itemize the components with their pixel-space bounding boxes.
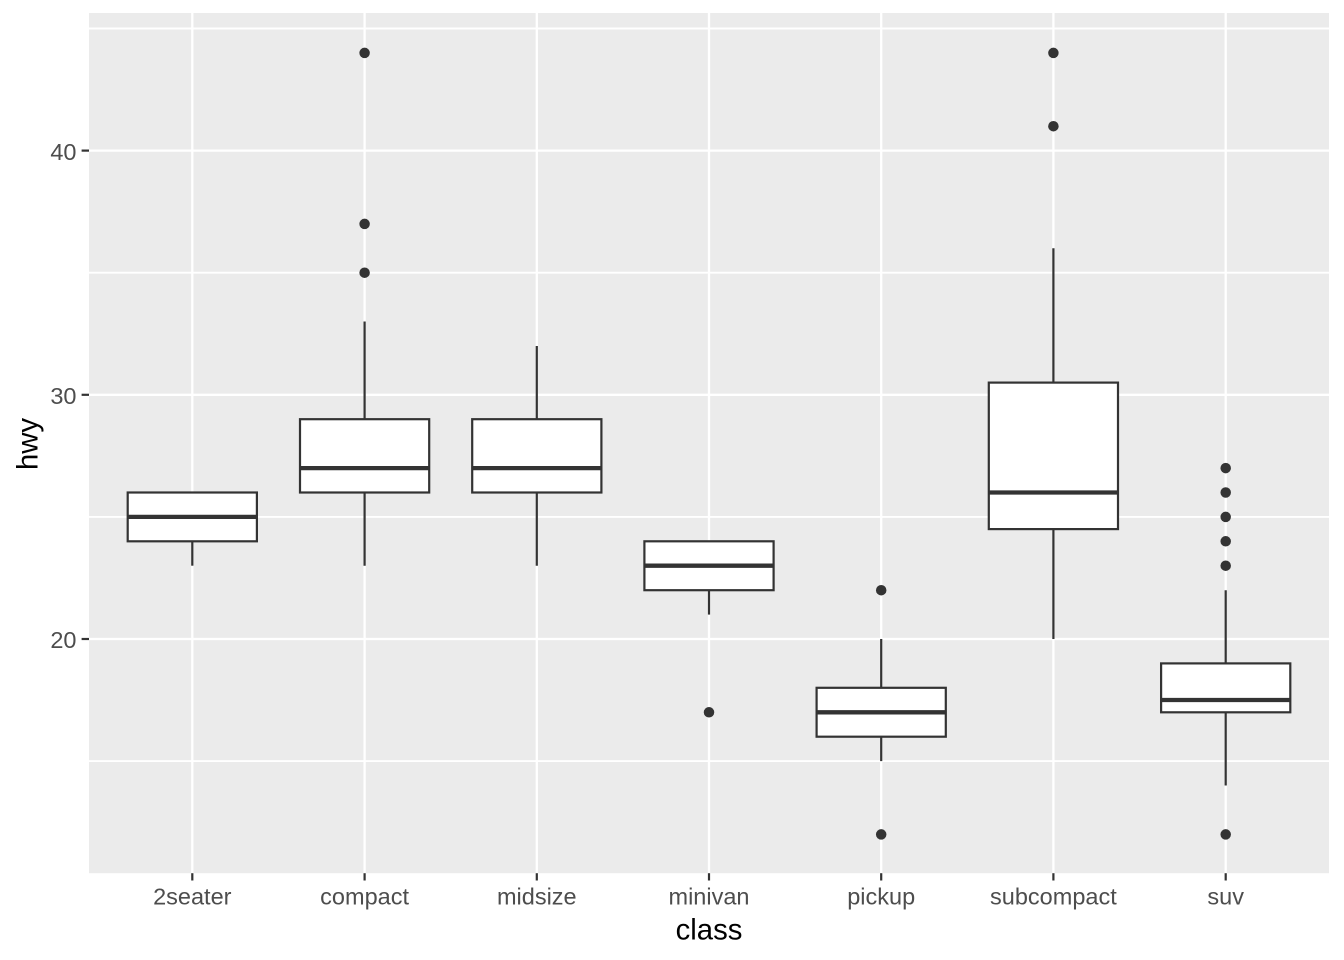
svg-text:suv: suv bbox=[1207, 884, 1244, 910]
svg-text:30: 30 bbox=[50, 383, 76, 409]
svg-text:class: class bbox=[676, 914, 743, 947]
svg-text:subcompact: subcompact bbox=[990, 884, 1117, 910]
svg-text:hwy: hwy bbox=[12, 418, 45, 470]
svg-text:20: 20 bbox=[50, 627, 76, 653]
svg-text:2seater: 2seater bbox=[153, 884, 232, 910]
svg-text:40: 40 bbox=[50, 139, 76, 165]
svg-text:pickup: pickup bbox=[847, 884, 915, 910]
svg-text:minivan: minivan bbox=[669, 884, 750, 910]
svg-text:midsize: midsize bbox=[497, 884, 577, 910]
svg-text:compact: compact bbox=[320, 884, 409, 910]
